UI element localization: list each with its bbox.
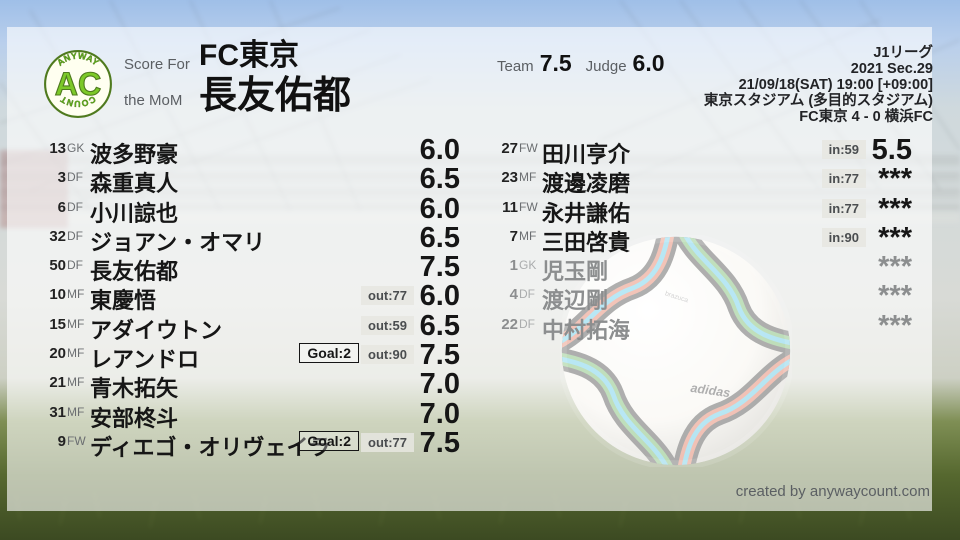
svg-text:AC: AC	[55, 66, 102, 102]
